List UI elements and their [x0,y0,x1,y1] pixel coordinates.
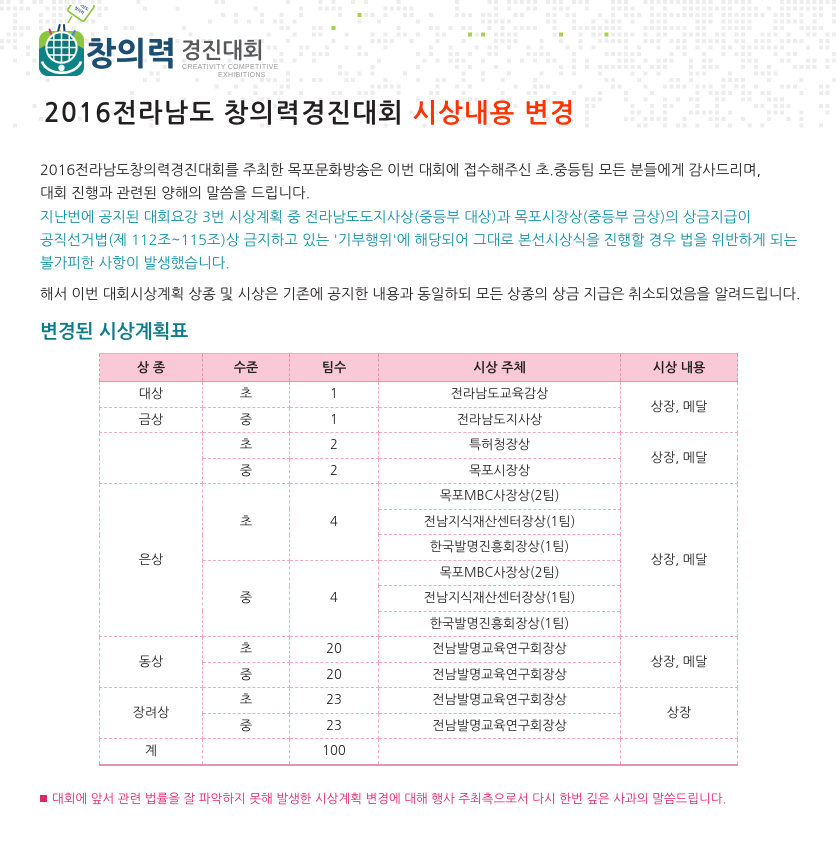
svg-text:CREATIVITY COMPETITIVE: CREATIVITY COMPETITIVE [182,64,279,71]
svg-text:창의력: 창의력 [86,37,176,70]
svg-text:EXHIBITIONS: EXHIBITIONS [218,72,266,79]
svg-text:경진대회: 경진대회 [181,39,264,62]
